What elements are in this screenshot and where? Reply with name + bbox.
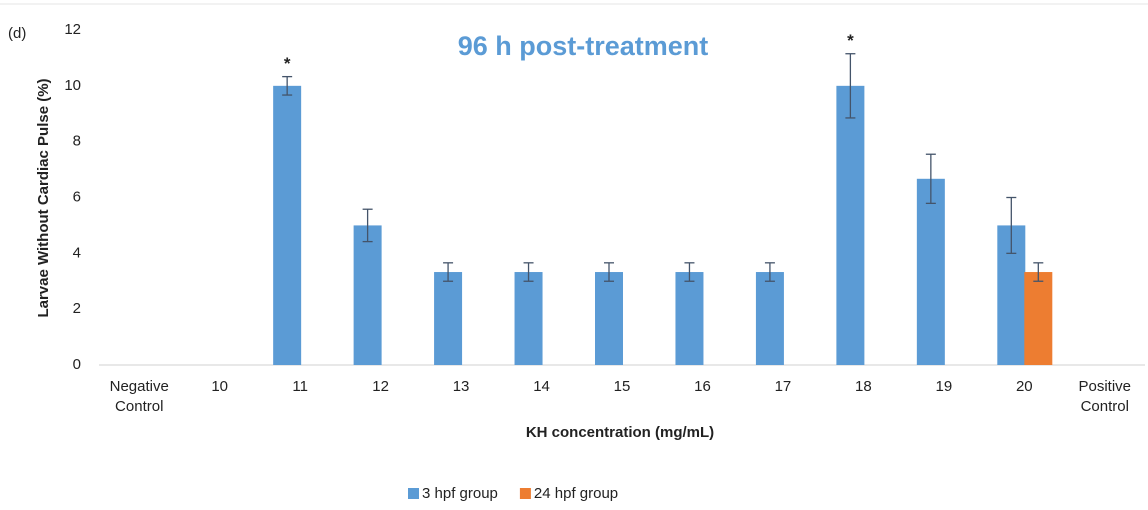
bar — [595, 272, 623, 365]
x-tick-label: Negative Control — [110, 378, 169, 415]
x-tick-label: 16 — [694, 378, 711, 395]
error-bar — [1033, 262, 1044, 282]
error-bar — [684, 262, 695, 282]
y-tick-label: 12 — [64, 21, 81, 38]
y-tick-label: 4 — [73, 244, 81, 261]
x-tick-label: 17 — [775, 378, 792, 395]
bar — [755, 272, 784, 365]
x-tick-label-line: Control — [1081, 398, 1129, 415]
x-tick-label: 10 — [211, 378, 228, 395]
x-tick-label: 14 — [533, 378, 550, 395]
x-tick-label: Positive Control — [1079, 378, 1132, 415]
x-tick-label-line: Control — [115, 398, 163, 415]
bar — [353, 225, 382, 365]
annotation: * — [847, 31, 854, 50]
y-tick-label: 6 — [73, 188, 81, 205]
y-tick-label: 2 — [73, 300, 81, 317]
error-bar — [845, 53, 856, 119]
y-tick-label: 0 — [73, 356, 81, 373]
error-bar — [362, 208, 373, 243]
bar — [273, 85, 302, 365]
bar — [514, 272, 543, 365]
error-bar — [764, 262, 775, 282]
error-bar — [925, 153, 936, 205]
error-bar — [604, 262, 614, 282]
x-tick-label: 12 — [372, 378, 389, 395]
legend-label: 24 hpf group — [534, 485, 618, 502]
chart-title: 96 h post-treatment — [458, 31, 709, 61]
error-bar — [282, 75, 293, 96]
x-tick-label: 20 — [1016, 378, 1033, 395]
y-axis-label: Larvae Without Cardiac Pulse (%) — [35, 78, 52, 317]
legend-swatch — [408, 488, 419, 499]
x-tick-label: 19 — [936, 378, 953, 395]
bar — [1024, 272, 1053, 365]
y-tick-label: 10 — [64, 77, 81, 94]
legend-swatch — [519, 488, 531, 499]
x-tick-label: 11 — [292, 378, 308, 395]
error-bar — [443, 262, 454, 282]
annotation: * — [284, 54, 291, 73]
panel-label: (d) — [8, 25, 26, 42]
error-bar — [523, 262, 534, 282]
bar — [675, 272, 704, 365]
error-bar — [1006, 196, 1017, 254]
bar — [434, 272, 463, 365]
legend-label: 3 hpf group — [422, 485, 498, 502]
x-tick-label-line: Negative — [110, 378, 169, 395]
x-tick-label: 18 — [855, 378, 872, 395]
x-tick-label: 15 — [614, 378, 631, 395]
x-tick-label-line: Positive — [1079, 378, 1132, 395]
bar — [916, 178, 945, 365]
x-axis-label: KH concentration (mg/mL) — [526, 424, 714, 441]
x-tick-label: 13 — [453, 378, 470, 395]
bar — [836, 85, 865, 365]
y-tick-label: 8 — [73, 133, 81, 150]
